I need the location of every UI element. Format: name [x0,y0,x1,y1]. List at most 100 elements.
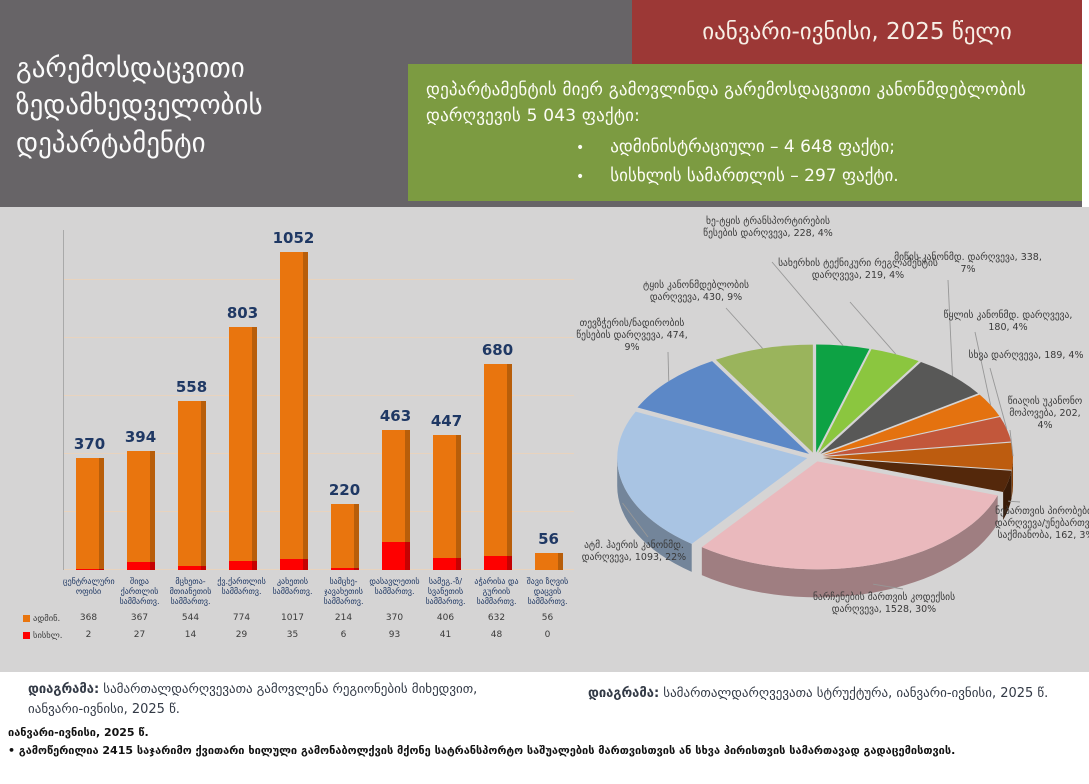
bar-value-label: 463 [379,407,412,426]
legend-label: ადმინ. [33,613,61,624]
bar-value-label: 680 [481,341,514,360]
table-value: 370 [385,613,404,623]
bar-segment-admin [177,401,206,566]
category-label: აჭარისა და გურიის სამმართვ. [474,577,519,606]
table-value: 41 [439,630,452,640]
legend-swatch [23,615,30,622]
table-value: 48 [490,630,503,640]
summary-bullet-list: ადმინისტრაციული – 4 648 ფაქტი; სისხლის ს… [576,135,1064,190]
summary-bullet-admin: ადმინისტრაციული – 4 648 ფაქტი; [576,135,1064,161]
pie-label: ნარჩენების მართვის კოდექსის დარღვევა, 15… [812,592,956,616]
table-value: 14 [184,630,197,640]
category-label: შავი ზღვის დაცვის სამმართვ. [526,577,569,606]
charts-band: 370 394 558 803 1052 220 463 447 680 56 ცენტრალურ… [0,207,1089,672]
legend-item: სისხლ. [20,627,63,644]
pie-chart: ხე-ტყის ტრანსპორტირების წესების დარღვევა… [576,207,1089,672]
caption-prefix: დიაგრამა: [28,682,100,697]
pie-slice-side [1011,456,1013,498]
bar-value-label: 803 [226,304,259,323]
category-label: ცენტრალური ოფისი [63,577,115,596]
bar-segment-criminal [75,569,104,570]
bar-value-label: 394 [124,427,157,446]
pie-slice-side [701,495,998,598]
bar-chart-plot: 370 394 558 803 1052 220 463 447 680 56 [63,228,574,570]
table-value: 35 [286,630,299,640]
footer-period: იანვარი-ივნისი, 2025 წ. [8,726,149,739]
bar-value-label: 1052 [272,228,315,247]
pie-leader-line [771,261,844,346]
bar-segment-criminal [381,541,410,570]
legend-swatch [23,632,30,639]
pie-slice [820,362,979,454]
bar-chart-table: ცენტრალური ოფისი შიდა ქართლის სამმართვ. მც… [20,572,573,644]
pie-slice-side [617,458,692,572]
caption-text: სამართალდარღვევათა გამოვლენა რეგიონების … [28,682,478,717]
pie-chart-canvas [617,261,1021,598]
pie-slice [822,457,1012,493]
caption-text: სამართალდარღვევათა სტრუქტურა, იანვარი-ივ… [659,686,1049,701]
bar-value-label: 56 [538,530,559,549]
bar-segment-criminal [228,561,257,570]
pie-slice-side [1003,470,1012,521]
pie-slice [715,344,813,453]
bar-segment-admin [534,553,563,570]
pie-slice [637,361,810,454]
footer-bullet: • გამოწერილია 2415 საჯარიმო ქვითარი ხილუ… [8,743,956,757]
pie-label: წყლის კანონმდ. დარღვევა, 180, 4% [943,310,1073,334]
bar-segment-admin [432,434,461,558]
table-value: 29 [235,630,248,640]
pie-label: სახერხის ტექნიკური რეგლამენტის დარღვევა,… [778,258,938,282]
pie-slice [816,344,870,453]
category-label: დასავლეთის სამმართვ. [369,577,420,596]
category-label: შიდა ქართლის სამმართვ. [119,577,160,606]
pie-leader-line [849,301,897,355]
table-value: 56 [541,613,554,623]
bar-segment-admin [381,430,410,542]
bar-segment-criminal [279,559,308,570]
pie-leader-line [947,279,953,377]
table-value: 367 [130,613,149,623]
category-label: სამცხე-ჯავახეთის სამმართვ. [323,577,364,606]
table-value: 0 [544,630,551,640]
pie-slice [617,411,808,544]
table-value: 2 [85,630,92,640]
bar-value-label: 370 [73,435,106,454]
table-value: 368 [79,613,98,623]
bar-segment-criminal [330,568,359,570]
pie-slice [822,394,1000,455]
bar-segment-criminal [432,557,461,570]
legend-label: სისხლ. [33,630,63,641]
pie-leader-line [667,351,670,382]
table-value: 632 [487,613,506,623]
period-banner: იანვარი-ივნისი, 2025 წელი [632,0,1082,64]
table-value: 544 [181,613,200,623]
bar-segment-criminal [126,561,155,570]
page-title: გარემოსდაცვითი ზედამხედველობის დეპარტამე… [16,53,263,159]
pie-slice [822,416,1012,456]
pie-label: მიწის კანონმდ. დარღვევა, 338, 7% [894,252,1042,276]
pie-leader-line [873,583,904,590]
table-value: 774 [232,613,251,623]
bar-chart-caption: დიაგრამა: სამართალდარღვევათა გამოვლენა რ… [28,680,480,719]
table-value: 6 [340,630,347,640]
bar-segment-criminal [177,565,206,570]
pie-slice [818,349,919,453]
summary-bullet-criminal: სისხლის სამართლის – 297 ფაქტი. [576,164,1064,190]
pie-leader-line [989,367,1008,430]
bar-value-label: 558 [175,378,208,397]
table-value: 1017 [281,613,304,623]
pie-leader-line [725,307,763,349]
category-label: ქვ.ქართლის სამმართვ. [217,577,266,596]
pie-label: სხვა დარღვევა, 189, 4% [968,350,1084,361]
pie-label: ნებართვის პირობების დარღვევა/უნებართვო ს… [994,506,1089,542]
pie-slice [822,442,1013,470]
table-value: 406 [436,613,455,623]
pie-label: ხე-ტყის ტრანსპორტირების წესების დარღვევა… [703,216,833,240]
table-value: 27 [133,630,146,640]
table-value: 93 [388,630,401,640]
bar-segment-admin [330,503,359,569]
footer-note: იანვარი-ივნისი, 2025 წ. • გამოწერილია 24… [8,724,1083,760]
summary-intro: დეპარტამენტის მიერ გამოვლინდა გარემოსდაც… [426,80,1026,127]
legend-item: ადმინ. [20,610,63,627]
